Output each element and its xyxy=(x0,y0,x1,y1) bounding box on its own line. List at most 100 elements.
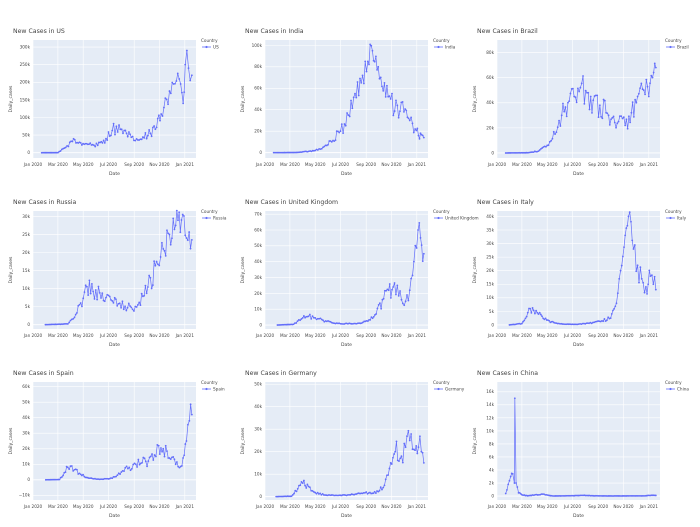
data-point xyxy=(136,466,139,468)
y-tick-label: 30k xyxy=(254,427,262,432)
x-tick-label: Sep 2020 xyxy=(588,162,608,167)
data-point xyxy=(415,247,418,249)
data-point xyxy=(147,460,150,463)
data-point xyxy=(153,454,156,456)
data-point xyxy=(421,260,424,263)
data-point xyxy=(569,92,572,95)
data-point xyxy=(587,91,590,94)
data-point xyxy=(601,117,604,120)
data-point xyxy=(152,459,155,461)
data-point xyxy=(419,132,422,135)
data-point xyxy=(89,142,92,145)
data-point xyxy=(311,315,314,318)
data-point xyxy=(129,133,132,136)
x-axis-label: Date xyxy=(341,513,352,519)
legend-item-label: Brazil xyxy=(677,45,689,50)
data-point xyxy=(580,82,583,85)
data-point xyxy=(405,109,408,112)
data-point xyxy=(150,287,153,290)
data-point xyxy=(122,132,124,135)
chart-panel-germany: New Cases in Germany 0 10k 20k 30k 40k 50k Jan … xyxy=(232,357,465,527)
data-point xyxy=(420,450,423,453)
data-point xyxy=(80,144,83,146)
data-point xyxy=(637,495,640,497)
data-point xyxy=(127,302,130,305)
data-point xyxy=(54,478,57,481)
data-point xyxy=(347,114,350,116)
data-point xyxy=(372,315,375,318)
data-point xyxy=(411,274,414,277)
data-point xyxy=(350,99,352,102)
data-point xyxy=(143,457,146,460)
data-point xyxy=(292,323,295,326)
data-point xyxy=(597,494,600,497)
legend-marker xyxy=(437,216,440,220)
data-point xyxy=(96,298,99,301)
data-point xyxy=(637,92,640,95)
data-point xyxy=(544,494,547,496)
data-point xyxy=(330,494,333,496)
x-tick-label: Sep 2020 xyxy=(356,162,376,167)
x-tick-label: Mar 2020 xyxy=(512,333,532,338)
data-point xyxy=(117,472,120,475)
data-point xyxy=(640,82,643,85)
y-axis-label: Daily_cases xyxy=(8,256,14,283)
data-point xyxy=(390,463,393,465)
data-point xyxy=(100,140,103,143)
data-point xyxy=(649,275,652,277)
legend-title: Country xyxy=(201,209,218,214)
data-point xyxy=(381,298,384,301)
data-point xyxy=(592,99,595,102)
y-axis-label: Daily_cases xyxy=(8,85,14,112)
data-point xyxy=(49,478,52,481)
x-axis-label: Date xyxy=(341,342,352,348)
data-point xyxy=(312,491,315,493)
x-tick-label: Jan 2021 xyxy=(175,333,195,338)
data-point xyxy=(636,95,639,98)
data-point xyxy=(635,270,638,273)
data-point xyxy=(167,232,170,235)
data-point xyxy=(351,107,354,110)
data-point xyxy=(399,290,401,292)
data-point xyxy=(614,305,617,308)
data-point xyxy=(392,114,395,117)
y-tick-label: 20k xyxy=(22,446,30,451)
data-point xyxy=(389,98,392,100)
data-point xyxy=(160,113,163,115)
data-point xyxy=(377,303,380,306)
x-tick-label: Jul 2020 xyxy=(99,162,117,167)
data-point xyxy=(334,494,337,497)
x-tick-label: May 2020 xyxy=(537,162,558,167)
data-point xyxy=(389,462,392,464)
data-point xyxy=(615,126,617,129)
data-point xyxy=(508,479,511,482)
x-tick-label: Mar 2020 xyxy=(512,504,532,509)
data-point xyxy=(284,495,287,498)
data-point xyxy=(347,493,349,496)
y-tick-label: 10k xyxy=(254,307,262,312)
y-tick-label: 2k xyxy=(489,480,495,485)
data-point xyxy=(53,478,56,481)
y-axis-label: Daily_cases xyxy=(472,85,478,112)
chart-svg: New Cases in Italy 0 5k 10k 15k 20k 25k 30k 35k 4… xyxy=(472,199,687,348)
data-point xyxy=(408,119,411,122)
data-point xyxy=(330,141,333,143)
data-point xyxy=(523,319,526,322)
y-tick-label: 30k xyxy=(22,214,30,219)
data-point xyxy=(53,151,56,154)
x-tick-label: Sep 2020 xyxy=(588,333,608,338)
data-point xyxy=(563,110,566,113)
data-point xyxy=(591,111,593,114)
data-point xyxy=(69,319,72,322)
data-point xyxy=(361,74,364,77)
chart-panel-china: New Cases in China 0 2k 4k 6k 8k 10k 12k 14k 16k J… xyxy=(464,357,696,527)
data-point xyxy=(127,467,129,470)
data-point xyxy=(554,133,556,136)
chart-svg: New Cases in Spain −10k 0 10k 20k 30k 40k 50k 60… xyxy=(8,370,225,519)
chart-title: New Cases in Italy xyxy=(477,199,534,206)
x-tick-label: Sep 2020 xyxy=(356,333,376,338)
x-tick-label: May 2020 xyxy=(537,333,558,338)
x-tick-label: May 2020 xyxy=(537,504,558,509)
legend-item-label: India xyxy=(445,45,456,50)
data-point xyxy=(530,312,533,314)
